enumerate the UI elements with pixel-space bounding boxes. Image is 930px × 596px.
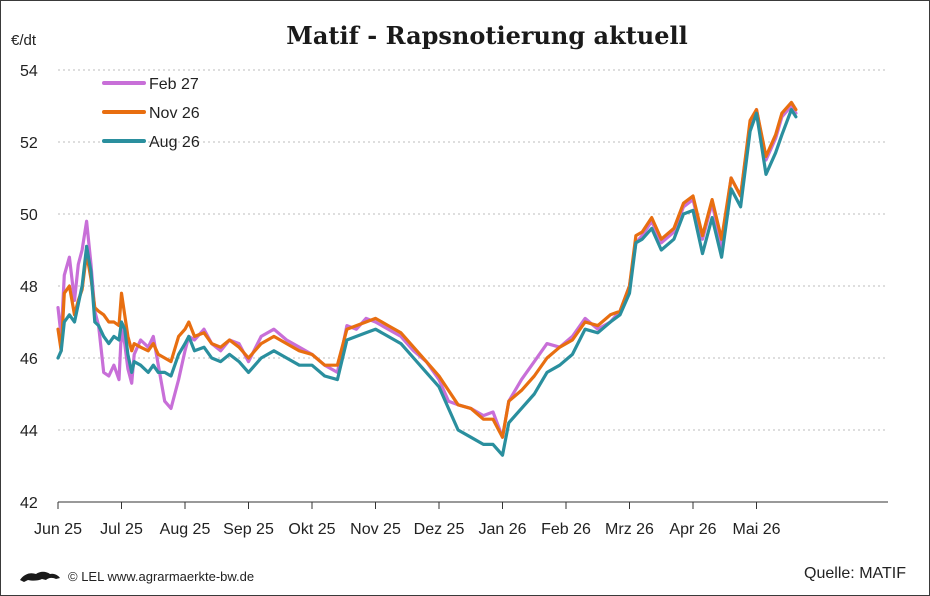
legend-label: Aug 26	[149, 134, 200, 151]
y-tick-label: 54	[20, 63, 38, 80]
series-line-aug-26	[56, 107, 798, 457]
y-axis-unit: €/dt	[11, 32, 37, 49]
x-tick-label: Sep 25	[223, 521, 274, 538]
y-tick-label: 44	[20, 423, 38, 440]
x-tick-label: Jul 25	[100, 521, 143, 538]
axes: 42 44 46 48 50 52 54 Jun 25 Jul 25 Aug 25 Sep 25 Ok…	[20, 63, 888, 538]
x-tick-label: Nov 25	[350, 521, 401, 538]
lion-logo-icon	[20, 571, 60, 582]
y-tick-label: 50	[20, 207, 38, 224]
y-tick-label: 42	[20, 495, 38, 512]
series-lines	[56, 100, 798, 457]
x-tick-label: Aug 25	[160, 521, 211, 538]
x-tick-label: Jan 26	[478, 521, 526, 538]
y-tick-label: 48	[20, 279, 38, 296]
x-tick-label: Dez 25	[414, 521, 465, 538]
series-line-feb-27	[56, 104, 798, 439]
y-tick-label: 46	[20, 351, 38, 368]
credit-text: © LEL www.agrarmaerkte-bw.de	[68, 568, 255, 584]
legend: Feb 27 Nov 26 Aug 26	[102, 76, 200, 151]
x-tick-label: Mrz 26	[605, 521, 654, 538]
legend-label: Nov 26	[149, 105, 200, 122]
x-tick-label: Apr 26	[669, 521, 716, 538]
x-tick-label: Feb 26	[541, 521, 591, 538]
footer-credit: © LEL www.agrarmaerkte-bw.de	[18, 568, 254, 584]
chart-title: Matif - Rapsnotierung aktuell	[286, 21, 687, 50]
series-line-nov-26	[56, 100, 798, 439]
y-tick-label: 52	[20, 135, 38, 152]
source-text: Quelle: MATIF	[804, 565, 906, 582]
x-tick-label: Jun 25	[34, 521, 82, 538]
grid-lines	[58, 69, 888, 431]
x-tick-label: Okt 25	[288, 521, 335, 538]
x-tick-label: Mai 26	[732, 521, 780, 538]
legend-label: Feb 27	[149, 76, 199, 93]
